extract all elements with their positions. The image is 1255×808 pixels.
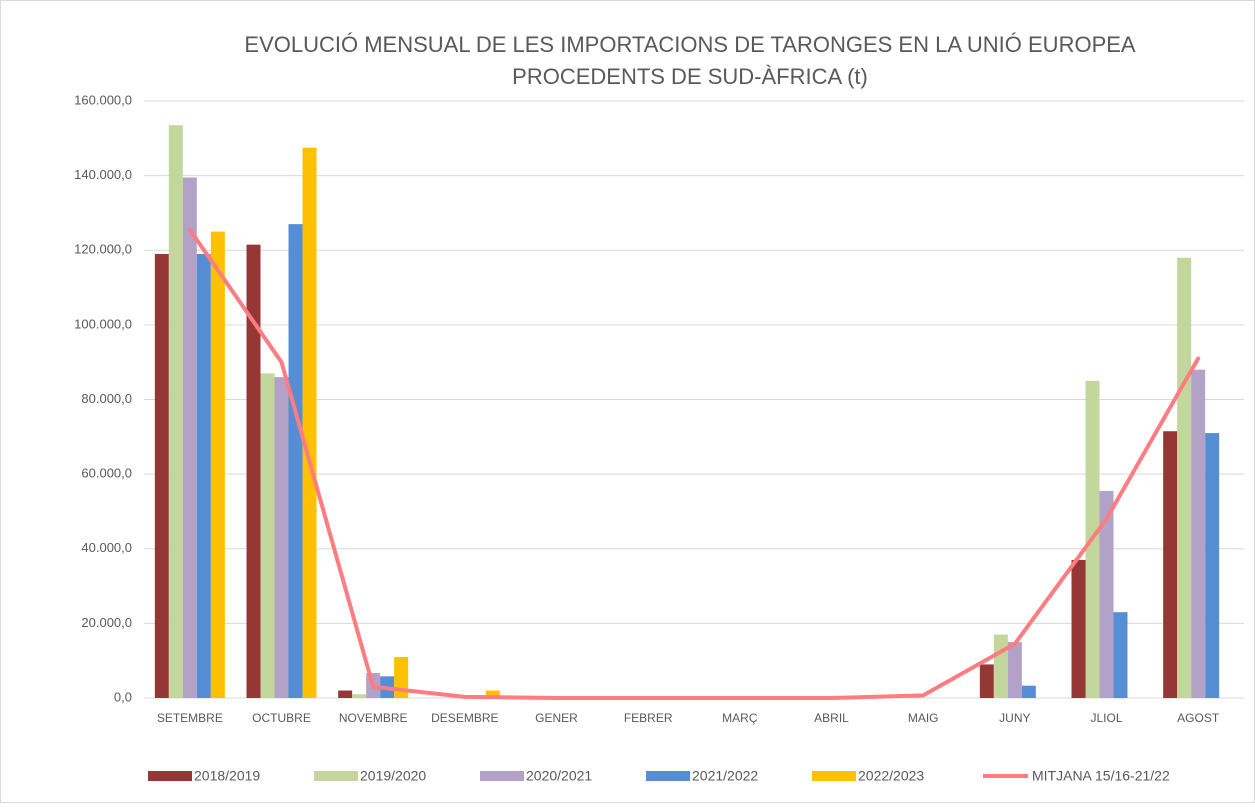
x-tick-label: ABRIL: [814, 711, 849, 725]
x-tick-label: JLIOL: [1090, 711, 1122, 725]
bar: [993, 634, 1008, 698]
legend-swatch: [812, 771, 856, 781]
x-tick-label: AGOST: [1177, 711, 1220, 725]
y-tick-label: 0,0: [114, 689, 132, 704]
legend-label: 2021/2022: [692, 768, 758, 784]
legend-label: 2019/2020: [360, 768, 426, 784]
legend-label: 2020/2021: [526, 768, 592, 784]
bar: [352, 694, 367, 698]
legend-label: MITJANA 15/16-21/22: [1032, 768, 1170, 784]
bar: [210, 231, 225, 698]
line: [187, 227, 1201, 700]
x-tick-label: JUNY: [999, 711, 1030, 725]
legend-swatch: [646, 771, 690, 781]
x-tick-label: FEBRER: [624, 711, 673, 725]
bar: [168, 125, 183, 699]
x-tick-label: OCTUBRE: [252, 711, 311, 725]
x-tick-label: GENER: [535, 711, 578, 725]
bar: [1099, 490, 1114, 698]
bar: [196, 253, 211, 698]
bar: [260, 373, 275, 698]
legend-label: 2022/2023: [858, 768, 924, 784]
bar: [1021, 685, 1036, 698]
bar: [1071, 559, 1086, 698]
chart-title: EVOLUCIÓ MENSUAL DE LES IMPORTACIONS DE …: [244, 32, 1136, 57]
bar: [1007, 642, 1022, 698]
y-tick-label: 40.000,0: [81, 540, 132, 555]
chart-subtitle: PROCEDENTS DE SUD-ÀFRICA (t): [512, 64, 868, 89]
bar: [1177, 257, 1192, 698]
x-tick-label: SETEMBRE: [157, 711, 223, 725]
bar: [485, 690, 500, 698]
bar: [274, 377, 289, 698]
bar: [302, 147, 317, 698]
x-tick-label: DESEMBRE: [431, 711, 498, 725]
y-tick-label: 60.000,0: [81, 466, 132, 481]
x-tick-label: MAIG: [908, 711, 939, 725]
bar: [1163, 431, 1178, 698]
y-tick-label: 80.000,0: [81, 391, 132, 406]
bar: [338, 690, 353, 698]
bar: [288, 224, 303, 698]
legend-label: 2018/2019: [194, 768, 260, 784]
legend-swatch: [314, 771, 358, 781]
legend-swatch: [148, 771, 192, 781]
bar: [979, 664, 994, 698]
bar: [1113, 612, 1128, 698]
bar: [182, 177, 197, 699]
bar: [1191, 369, 1206, 698]
bar: [154, 253, 169, 698]
y-tick-label: 120.000,0: [74, 242, 132, 257]
y-tick-label: 140.000,0: [74, 167, 132, 182]
y-tick-label: 160.000,0: [74, 92, 132, 107]
legend-swatch: [480, 771, 524, 781]
bar: [1205, 433, 1220, 698]
y-tick-label: 100.000,0: [74, 316, 132, 331]
y-tick-label: 20.000,0: [81, 615, 132, 630]
bar: [246, 244, 261, 698]
x-tick-label: MARÇ: [722, 711, 758, 725]
x-tick-label: NOVEMBRE: [339, 711, 408, 725]
